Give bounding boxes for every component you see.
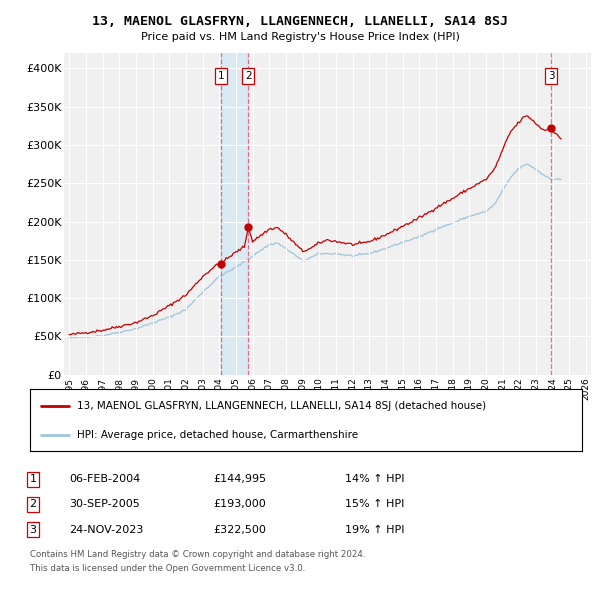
Text: Contains HM Land Registry data © Crown copyright and database right 2024.: Contains HM Land Registry data © Crown c… [30, 550, 365, 559]
Text: 2: 2 [29, 500, 37, 509]
Text: 30-SEP-2005: 30-SEP-2005 [69, 500, 140, 509]
Text: 13, MAENOL GLASFRYN, LLANGENNECH, LLANELLI, SA14 8SJ: 13, MAENOL GLASFRYN, LLANGENNECH, LLANEL… [92, 15, 508, 28]
Text: 1: 1 [29, 474, 37, 484]
Text: 2: 2 [245, 71, 252, 81]
Text: Price paid vs. HM Land Registry's House Price Index (HPI): Price paid vs. HM Land Registry's House … [140, 32, 460, 42]
Text: 14% ↑ HPI: 14% ↑ HPI [345, 474, 404, 484]
Text: HPI: Average price, detached house, Carmarthenshire: HPI: Average price, detached house, Carm… [77, 430, 358, 440]
Text: £144,995: £144,995 [213, 474, 266, 484]
Text: 06-FEB-2004: 06-FEB-2004 [69, 474, 140, 484]
Bar [221, 53, 248, 375]
Text: 3: 3 [548, 71, 554, 81]
Text: 24-NOV-2023: 24-NOV-2023 [69, 525, 143, 535]
Text: £193,000: £193,000 [213, 500, 266, 509]
Text: 15% ↑ HPI: 15% ↑ HPI [345, 500, 404, 509]
Text: This data is licensed under the Open Government Licence v3.0.: This data is licensed under the Open Gov… [30, 565, 305, 573]
Text: 13, MAENOL GLASFRYN, LLANGENNECH, LLANELLI, SA14 8SJ (detached house): 13, MAENOL GLASFRYN, LLANGENNECH, LLANEL… [77, 401, 486, 411]
Text: £322,500: £322,500 [213, 525, 266, 535]
Text: 3: 3 [29, 525, 37, 535]
Text: 19% ↑ HPI: 19% ↑ HPI [345, 525, 404, 535]
Text: 1: 1 [217, 71, 224, 81]
